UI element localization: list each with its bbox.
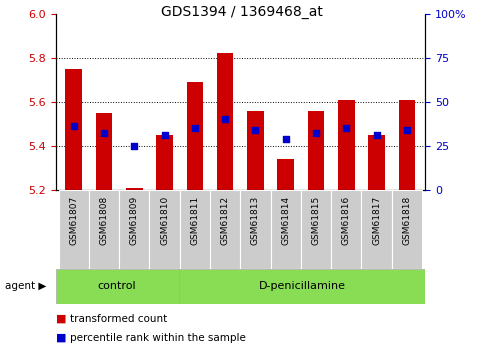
Bar: [361, 190, 392, 269]
Text: ■: ■: [56, 314, 66, 324]
Bar: [58, 190, 89, 269]
Text: GSM61816: GSM61816: [342, 196, 351, 245]
Text: GSM61818: GSM61818: [402, 196, 412, 245]
Text: ■: ■: [56, 333, 66, 343]
Bar: [331, 190, 361, 269]
Text: GSM61817: GSM61817: [372, 196, 381, 245]
Bar: [301, 190, 331, 269]
Bar: [398, 100, 415, 190]
Text: GSM61813: GSM61813: [251, 196, 260, 245]
Text: GSM61809: GSM61809: [130, 196, 139, 245]
Bar: [210, 190, 241, 269]
Point: [70, 123, 78, 129]
Text: GSM61811: GSM61811: [190, 196, 199, 245]
Bar: [96, 113, 113, 190]
Bar: [241, 190, 270, 269]
Text: percentile rank within the sample: percentile rank within the sample: [70, 333, 246, 343]
Bar: [119, 190, 149, 269]
Bar: [270, 190, 301, 269]
Text: agent ▶: agent ▶: [5, 282, 46, 291]
Text: GSM61807: GSM61807: [69, 196, 78, 245]
Bar: [277, 159, 294, 190]
Point: [403, 128, 411, 133]
Bar: [392, 190, 422, 269]
Point: [221, 117, 229, 122]
Text: D-penicillamine: D-penicillamine: [258, 282, 345, 291]
Point: [191, 126, 199, 131]
Bar: [65, 69, 82, 190]
Bar: [89, 190, 119, 269]
Text: GSM61815: GSM61815: [312, 196, 321, 245]
Text: transformed count: transformed count: [70, 314, 167, 324]
Bar: [308, 111, 325, 190]
Bar: [247, 111, 264, 190]
Text: GSM61814: GSM61814: [281, 196, 290, 245]
Point: [373, 132, 381, 138]
Bar: [126, 188, 142, 190]
Point: [252, 128, 259, 133]
Text: GSM61812: GSM61812: [221, 196, 229, 245]
Point: [161, 132, 169, 138]
Text: GSM61810: GSM61810: [160, 196, 169, 245]
Point: [342, 126, 350, 131]
Bar: [56, 269, 179, 304]
Point: [100, 130, 108, 135]
Bar: [149, 190, 180, 269]
Text: GSM61808: GSM61808: [99, 196, 109, 245]
Bar: [217, 53, 233, 190]
Bar: [179, 269, 425, 304]
Bar: [156, 135, 173, 190]
Point: [282, 136, 290, 142]
Bar: [368, 135, 385, 190]
Point: [130, 143, 138, 149]
Text: control: control: [98, 282, 136, 291]
Bar: [338, 100, 355, 190]
Bar: [180, 190, 210, 269]
Bar: [186, 82, 203, 190]
Text: GDS1394 / 1369468_at: GDS1394 / 1369468_at: [160, 5, 323, 19]
Point: [312, 130, 320, 135]
